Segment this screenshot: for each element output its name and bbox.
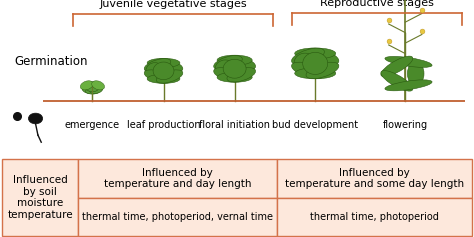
Ellipse shape [303, 52, 328, 74]
Ellipse shape [223, 59, 246, 78]
Ellipse shape [146, 63, 164, 79]
Ellipse shape [92, 84, 103, 91]
Ellipse shape [292, 48, 324, 64]
Ellipse shape [156, 59, 183, 72]
Ellipse shape [82, 87, 95, 93]
Ellipse shape [80, 81, 93, 90]
Text: Influenced
by soil
moisture
temperature: Influenced by soil moisture temperature [8, 175, 73, 220]
Ellipse shape [144, 70, 171, 83]
Ellipse shape [217, 55, 252, 65]
Ellipse shape [385, 80, 432, 91]
Text: thermal time, photoperiod, vernal time: thermal time, photoperiod, vernal time [82, 212, 273, 222]
Ellipse shape [147, 74, 180, 83]
Ellipse shape [306, 62, 339, 79]
Ellipse shape [214, 55, 242, 70]
Ellipse shape [381, 71, 413, 91]
Ellipse shape [227, 68, 255, 82]
Ellipse shape [306, 48, 339, 64]
Ellipse shape [294, 53, 316, 74]
Text: Influenced by
temperature and day length: Influenced by temperature and day length [104, 168, 252, 189]
Ellipse shape [227, 55, 255, 70]
Text: leaf production: leaf production [127, 120, 201, 130]
Ellipse shape [82, 82, 95, 89]
Text: thermal time, photoperiod: thermal time, photoperiod [310, 212, 439, 222]
Text: floral initiation: floral initiation [199, 120, 270, 130]
Bar [277, 159, 472, 198]
Text: emergence: emergence [65, 120, 120, 130]
Text: Influenced by
temperature and some day length: Influenced by temperature and some day l… [285, 168, 464, 189]
Ellipse shape [144, 59, 171, 72]
Text: Juvenile vegetative stages: Juvenile vegetative stages [99, 0, 247, 9]
Ellipse shape [215, 60, 235, 77]
Ellipse shape [292, 62, 324, 79]
Ellipse shape [381, 56, 413, 77]
Ellipse shape [407, 61, 424, 86]
Text: bud development: bud development [272, 120, 358, 130]
Bar [2, 159, 78, 236]
Ellipse shape [90, 82, 102, 89]
Ellipse shape [163, 63, 181, 79]
Ellipse shape [217, 72, 252, 82]
Ellipse shape [91, 81, 105, 90]
Ellipse shape [147, 58, 180, 68]
Ellipse shape [156, 70, 183, 83]
Ellipse shape [85, 89, 100, 94]
Text: Germination: Germination [14, 55, 88, 68]
Ellipse shape [385, 56, 432, 67]
Text: flowering: flowering [383, 120, 428, 130]
Ellipse shape [85, 82, 100, 87]
Ellipse shape [214, 68, 242, 82]
Bar [277, 198, 472, 236]
Ellipse shape [314, 53, 337, 74]
Ellipse shape [295, 68, 336, 79]
Bar [78, 159, 277, 198]
Ellipse shape [90, 87, 102, 93]
Ellipse shape [86, 84, 99, 92]
Ellipse shape [295, 48, 336, 59]
Ellipse shape [153, 62, 174, 80]
Ellipse shape [234, 60, 254, 77]
Ellipse shape [28, 113, 43, 124]
Text: Reproductive stages: Reproductive stages [320, 0, 434, 8]
Ellipse shape [82, 84, 93, 91]
Bar [78, 198, 277, 236]
